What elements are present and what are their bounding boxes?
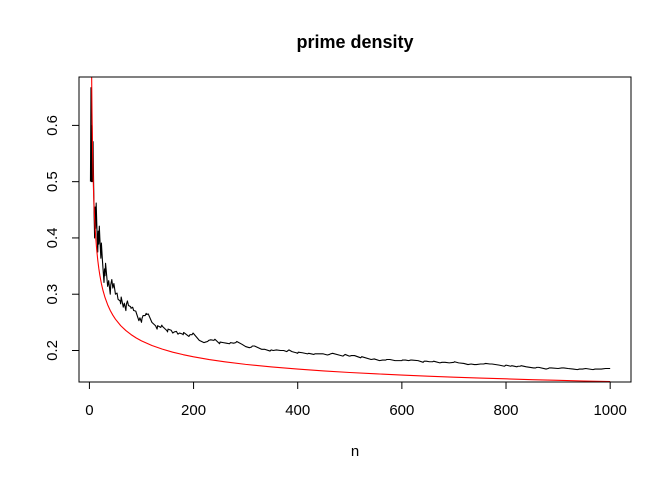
chart-title: prime density (296, 32, 413, 52)
x-tick-label: 400 (285, 402, 310, 419)
y-tick-label: 0.5 (44, 171, 61, 192)
x-axis: 0 200 400 600 800 1000 (85, 381, 627, 419)
x-tick-label: 800 (494, 402, 519, 419)
series-line-inverse-log (91, 77, 611, 382)
y-axis: 0.2 0.3 0.4 0.5 0.6 (44, 115, 80, 361)
x-axis-title: n (351, 443, 359, 460)
plot-series-layer (89, 77, 611, 382)
y-tick-label: 0.6 (44, 115, 61, 136)
plot-frame (78, 76, 632, 383)
y-tick-label: 0.2 (44, 340, 61, 361)
x-tick-label: 200 (181, 402, 206, 419)
y-tick-label: 0.4 (44, 228, 61, 249)
x-tick-label: 0 (85, 402, 93, 419)
x-tick-label: 600 (389, 402, 414, 419)
x-tick-label: 1000 (593, 402, 626, 419)
y-tick-label: 0.3 (44, 284, 61, 305)
series-line-prime-density (89, 87, 611, 371)
